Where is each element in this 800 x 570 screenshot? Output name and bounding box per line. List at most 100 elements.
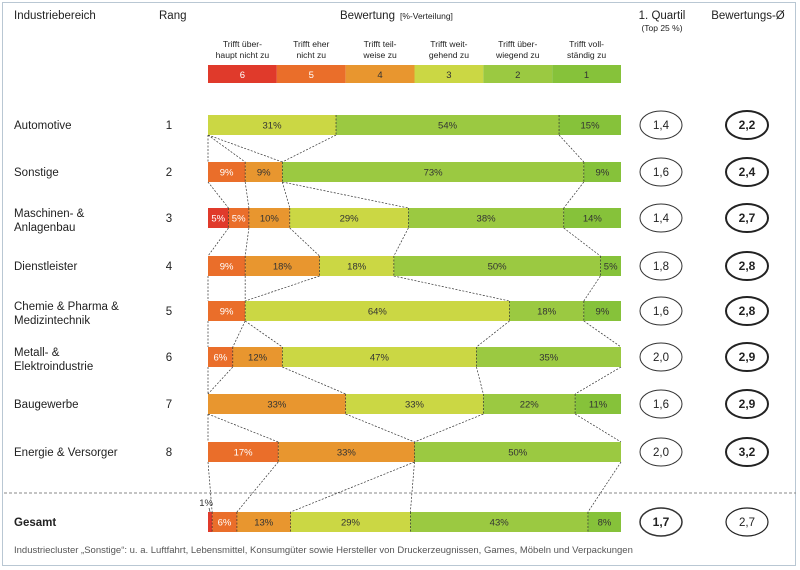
bar-segment xyxy=(563,208,621,228)
connector-line xyxy=(236,461,279,513)
bar-label: 1% xyxy=(199,498,213,509)
legend-level-1-line1: Trifft voll- xyxy=(569,39,604,49)
bar-label: 64% xyxy=(368,307,388,318)
connector-line xyxy=(476,320,510,348)
legend-swatch-3 xyxy=(414,65,484,83)
row-rank: 4 xyxy=(166,261,173,273)
row-label: Chemie & Pharma & xyxy=(14,301,119,313)
bar-segment xyxy=(509,301,584,321)
mean-value: 2,9 xyxy=(739,397,756,411)
connector-line xyxy=(563,227,601,257)
col-header-quartile: 1. Quartil xyxy=(639,10,686,22)
legend-level-2-line1: Trifft über- xyxy=(498,39,537,49)
bar-segment xyxy=(559,115,621,135)
legend-level-4-line2: weise zu xyxy=(362,50,397,60)
bar-segment xyxy=(236,512,291,532)
bar-label: 18% xyxy=(273,262,293,273)
legend-level-3-line2: gehend zu xyxy=(429,50,469,60)
bar-label: 50% xyxy=(508,448,528,459)
bar-segment xyxy=(232,347,283,367)
connector-line xyxy=(207,134,283,163)
row-rank: 5 xyxy=(166,306,172,318)
mean-value: 2,8 xyxy=(739,259,756,273)
quartile-badge xyxy=(639,251,683,281)
row-label: Energie & Versorger xyxy=(14,447,118,459)
bar-segment xyxy=(228,208,249,228)
bar-segment xyxy=(289,208,409,228)
connector-line xyxy=(207,227,229,257)
bar-label: 9% xyxy=(257,168,271,179)
bars: 31% 54% 15% 9% 9% 73% 9% 5% 5% 10% 29% 38% 14% 9% 18% 1… xyxy=(199,115,621,532)
connector-line xyxy=(563,181,585,209)
footnote: Industriecluster „Sonstige“: u. a. Luftf… xyxy=(14,545,633,556)
bar-label: 43% xyxy=(490,518,510,529)
row-rank: 7 xyxy=(166,399,172,411)
legend-level-5-line1: Trifft eher xyxy=(293,39,329,49)
mean-value: 2,4 xyxy=(739,165,756,179)
col-header-rating-unit: [%-Verteilung] xyxy=(400,11,453,21)
bar-label: 35% xyxy=(539,353,559,364)
connector-line xyxy=(558,134,585,163)
connector-line xyxy=(393,227,409,257)
legend-swatch-5 xyxy=(276,65,346,83)
bar-label: 5% xyxy=(232,214,246,225)
connector-line xyxy=(574,413,622,443)
mean-badge xyxy=(725,507,769,537)
quartile-badge xyxy=(639,342,683,372)
quartile-value: 1,6 xyxy=(653,399,669,411)
connector-line xyxy=(290,461,415,513)
bar-segment xyxy=(208,256,246,276)
bar-segment xyxy=(212,512,237,532)
bar-segment xyxy=(282,347,477,367)
col-header-rating: Bewertung xyxy=(340,10,395,22)
mean-badge xyxy=(725,342,769,372)
connector-line xyxy=(282,366,346,395)
bar-segment xyxy=(583,162,621,182)
legend-code-4: 4 xyxy=(377,70,382,81)
bar-label: 18% xyxy=(347,262,367,273)
connector-line xyxy=(282,181,409,209)
row-label: Dienstleister xyxy=(14,261,77,273)
connector-line xyxy=(207,181,229,209)
connector-line xyxy=(244,320,283,348)
mean-badge xyxy=(725,389,769,419)
legend-swatch-4 xyxy=(345,65,415,83)
row-label: Gesamt xyxy=(14,517,56,529)
connector-line xyxy=(345,413,415,443)
col-header-sector: Industriebereich xyxy=(14,10,96,22)
mean-badge xyxy=(725,203,769,233)
bar-segment xyxy=(583,301,621,321)
bar-label: 13% xyxy=(254,518,274,529)
quartile-badge xyxy=(639,157,683,187)
connector-line xyxy=(583,320,622,348)
bar-segment xyxy=(278,442,415,462)
bar-label: 9% xyxy=(220,307,234,318)
bar-segment xyxy=(336,115,560,135)
row-label: Automotive xyxy=(14,120,72,132)
mean-value: 2,2 xyxy=(739,118,756,132)
bar-label: 9% xyxy=(220,168,234,179)
bar-segment xyxy=(208,512,213,532)
stats: 1,4 2,2 1,6 2,4 1,4 2,7 1,8 2,8 1,6 2,8 2,0 2,9 1,6 2… xyxy=(639,110,769,537)
bar-segment xyxy=(476,347,621,367)
row-label: Baugewerbe xyxy=(14,399,79,411)
mean-badge xyxy=(725,157,769,187)
bar-label: 33% xyxy=(337,448,357,459)
bar-segment xyxy=(248,208,290,228)
bar-segment xyxy=(245,301,510,321)
mean-value: 2,7 xyxy=(739,517,755,529)
col-header-mean: Bewertungs-Ø xyxy=(711,10,785,22)
legend-code-3: 3 xyxy=(446,70,451,81)
bar-label: 31% xyxy=(263,121,283,132)
row-labels: Automotive 1 Sonstige 2 Maschinen- & Anlagenb… xyxy=(14,120,173,529)
mean-badge xyxy=(725,251,769,281)
quartile-value: 1,7 xyxy=(653,515,670,529)
connector-line xyxy=(414,413,484,443)
row-label: Sonstige xyxy=(14,167,59,179)
bar-label: 10% xyxy=(260,214,280,225)
mean-badge xyxy=(725,110,769,140)
legend: Trifft über-haupt nicht zu 6 Trifft eherni… xyxy=(208,39,621,83)
legend-swatch-6 xyxy=(208,65,277,83)
bar-label: 14% xyxy=(583,214,603,225)
